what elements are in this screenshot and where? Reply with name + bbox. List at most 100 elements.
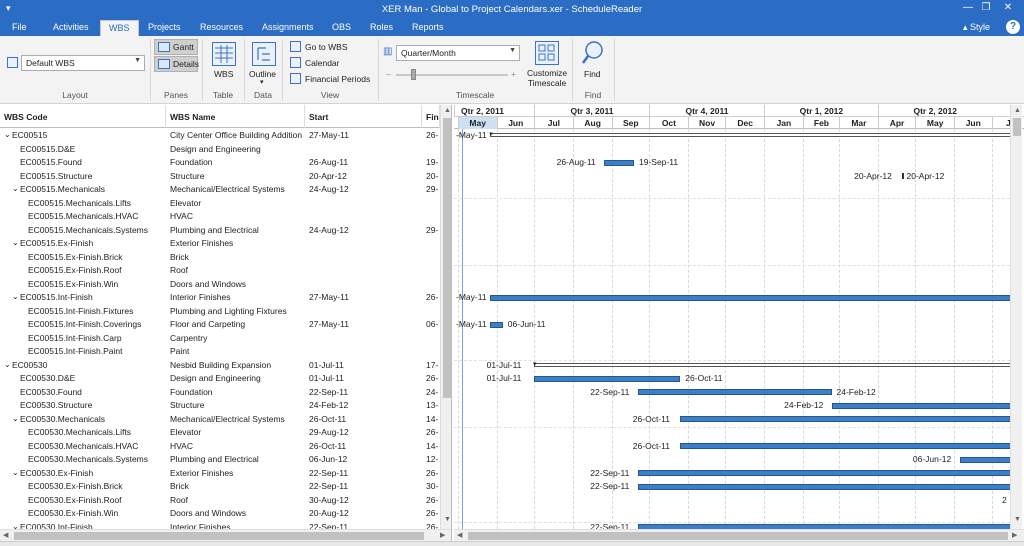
table-row[interactable]: EC00530.Structure Structure 24-Feb-12 13- — [0, 399, 440, 413]
task-bar[interactable] — [680, 443, 1010, 449]
table-row[interactable]: EC00530.Mechanicals.Lifts Elevator 29-Aug-… — [0, 426, 440, 440]
tab-resources[interactable]: Resources — [200, 22, 244, 32]
tab-projects[interactable]: Projects — [148, 22, 181, 32]
tab-roles[interactable]: Roles — [370, 22, 394, 32]
timescale-combo[interactable]: Quarter/Month ▼ — [396, 45, 520, 61]
table-row[interactable]: EC00515.Int-Finish.Coverings Floor and Ca… — [0, 318, 440, 332]
restore-button[interactable]: ❐ — [981, 2, 991, 13]
table-row[interactable]: EC00530.Mechanicals.HVAC HVAC 26-Oct-11 14- — [0, 440, 440, 454]
timescale-slider-handle[interactable] — [411, 69, 416, 80]
scroll-right-icon[interactable]: ▶ — [440, 532, 446, 539]
table-row[interactable]: ⌄ EC00530 Nesbid Building Expansion 01-Jul-… — [0, 359, 440, 373]
table-row[interactable]: ⌄ EC00515.Int-Finish Interior Finishes 27-M… — [0, 291, 440, 305]
find-button[interactable]: Find — [584, 69, 601, 79]
task-bar[interactable] — [637, 389, 832, 395]
task-bar[interactable] — [960, 456, 1010, 463]
task-bar[interactable] — [637, 524, 1010, 529]
grid-vscroll-thumb[interactable] — [443, 118, 451, 398]
table-row[interactable]: ⌄ EC00515.Ex-Finish Exterior Finishes — [0, 237, 440, 251]
goto-wbs-button[interactable]: Go to WBS — [305, 42, 348, 52]
tab-file[interactable]: File — [12, 22, 27, 32]
expand-chevron-icon[interactable]: ⌄ — [12, 521, 19, 530]
layout-combo[interactable]: Default WBS ▼ — [21, 55, 145, 71]
table-row[interactable]: EC00515.D&E Design and Engineering — [0, 143, 440, 157]
scroll-down-icon[interactable]: ▼ — [444, 516, 451, 523]
tab-wbs[interactable]: WBS — [100, 20, 139, 37]
gantt-vertical-scrollbar[interactable]: ▲ ▼ — [1010, 105, 1022, 529]
task-bar[interactable] — [604, 159, 634, 166]
task-bar[interactable] — [831, 402, 1010, 409]
table-row[interactable]: ⌄ EC00515 City Center Office Building Addi… — [0, 129, 440, 143]
summary-bar[interactable] — [490, 133, 1010, 137]
table-row[interactable]: EC00515.Structure Structure 20-Apr-12 20- — [0, 170, 440, 184]
expand-chevron-icon[interactable]: ⌄ — [12, 467, 19, 477]
close-button[interactable]: ✕ — [1003, 2, 1013, 13]
column-header-wbs-code[interactable]: WBS Code — [0, 105, 166, 128]
calendar-button[interactable]: Calendar — [305, 58, 340, 68]
details-pane-button[interactable]: Details — [154, 56, 199, 72]
column-header-start[interactable]: Start — [305, 105, 422, 128]
zoom-out-button[interactable]: – — [386, 69, 391, 79]
table-row[interactable]: ⌄ EC00530.Int-Finish Interior Finishes 22-S… — [0, 521, 440, 530]
task-bar[interactable] — [637, 483, 1010, 490]
outline-dropdown-icon[interactable]: ▾ — [260, 79, 264, 86]
column-header-finish[interactable]: Fin — [422, 105, 440, 128]
timescale-slider-track[interactable] — [396, 74, 508, 76]
gantt-pane-button[interactable]: Gantt — [154, 39, 198, 55]
table-row[interactable]: EC00515.Ex-Finish.Win Doors and Windows — [0, 278, 440, 292]
expand-chevron-icon[interactable]: ⌄ — [12, 413, 19, 423]
table-row[interactable]: EC00515.Int-Finish.Paint Paint — [0, 345, 440, 359]
expand-chevron-icon[interactable]: ⌄ — [12, 292, 19, 301]
table-row[interactable]: EC00515.Ex-Finish.Roof Roof — [0, 264, 440, 278]
tab-assignments[interactable]: Assignments — [262, 22, 314, 32]
expand-chevron-icon[interactable]: ⌄ — [12, 184, 19, 193]
gantt-horizontal-scrollbar[interactable]: ◀ ▶ — [454, 529, 1024, 541]
scroll-left-icon[interactable]: ◀ — [457, 532, 463, 539]
table-row[interactable]: EC00530.Ex-Finish.Roof Roof 30-Aug-12 26- — [0, 494, 440, 508]
milestone-marker[interactable] — [901, 173, 904, 179]
table-row[interactable]: EC00515.Mechanicals.Systems Plumbing and … — [0, 224, 440, 238]
quick-access-menu-icon[interactable]: ▾ — [6, 3, 11, 13]
table-row[interactable]: ⌄ EC00530.Mechanicals Mechanical/Electrica… — [0, 413, 440, 427]
zoom-in-button[interactable]: + — [511, 69, 516, 79]
scroll-right-icon[interactable]: ▶ — [1012, 532, 1018, 539]
column-header-wbs-name[interactable]: WBS Name — [166, 105, 305, 128]
task-bar[interactable] — [534, 375, 681, 382]
table-row[interactable]: EC00530.Mechanicals.Systems Plumbing and … — [0, 453, 440, 467]
tab-reports[interactable]: Reports — [412, 22, 444, 32]
style-menu[interactable]: ▴ Style — [963, 22, 990, 33]
task-bar[interactable] — [490, 321, 503, 328]
table-row[interactable]: EC00515.Int-Finish.Carp Carpentry — [0, 332, 440, 346]
table-row[interactable]: EC00515.Int-Finish.Fixtures Plumbing and … — [0, 305, 440, 319]
scroll-left-icon[interactable]: ◀ — [3, 532, 9, 539]
table-row[interactable]: ⌄ EC00515.Mechanicals Mechanical/Electrica… — [0, 183, 440, 197]
grid-vertical-scrollbar[interactable]: ▲ ▼ — [440, 105, 451, 529]
outline-button[interactable]: Outline — [249, 69, 276, 79]
scroll-down-icon[interactable]: ▼ — [1014, 516, 1021, 523]
gantt-hscroll-thumb[interactable] — [468, 532, 1008, 540]
task-bar[interactable] — [490, 294, 1010, 301]
table-row[interactable]: EC00530.Ex-Finish.Win Doors and Windows 20… — [0, 507, 440, 521]
expand-chevron-icon[interactable]: ⌄ — [4, 130, 11, 139]
grid-hscroll-thumb[interactable] — [14, 532, 424, 540]
table-row[interactable]: ⌄ EC00530.Ex-Finish Exterior Finishes 22-Se… — [0, 467, 440, 481]
gantt-vscroll-thumb[interactable] — [1013, 118, 1021, 136]
tab-activities[interactable]: Activities — [53, 22, 89, 32]
table-row[interactable]: EC00515.Mechanicals.Lifts Elevator — [0, 197, 440, 211]
scroll-up-icon[interactable]: ▲ — [444, 107, 451, 114]
table-row[interactable]: EC00515.Mechanicals.HVAC HVAC — [0, 210, 440, 224]
expand-chevron-icon[interactable]: ⌄ — [12, 238, 19, 247]
expand-chevron-icon[interactable]: ⌄ — [4, 359, 11, 369]
customize-timescale-button[interactable]: Customize Timescale — [527, 68, 567, 88]
table-row[interactable]: EC00515.Ex-Finish.Brick Brick — [0, 251, 440, 265]
table-row[interactable]: EC00515.Found Foundation 26-Aug-11 19- — [0, 156, 440, 170]
scroll-up-icon[interactable]: ▲ — [1014, 107, 1021, 114]
grid-horizontal-scrollbar[interactable]: ◀ ▶ — [0, 529, 451, 541]
help-icon[interactable]: ? — [1006, 20, 1020, 34]
summary-bar[interactable] — [534, 362, 1010, 367]
table-row[interactable]: EC00530.Found Foundation 22-Sep-11 24- — [0, 386, 440, 400]
minimize-button[interactable]: — — [963, 2, 973, 13]
table-row[interactable]: EC00530.D&E Design and Engineering 01-Jul-… — [0, 372, 440, 386]
task-bar[interactable] — [637, 470, 1010, 476]
wbs-table-button[interactable]: WBS — [214, 69, 234, 79]
